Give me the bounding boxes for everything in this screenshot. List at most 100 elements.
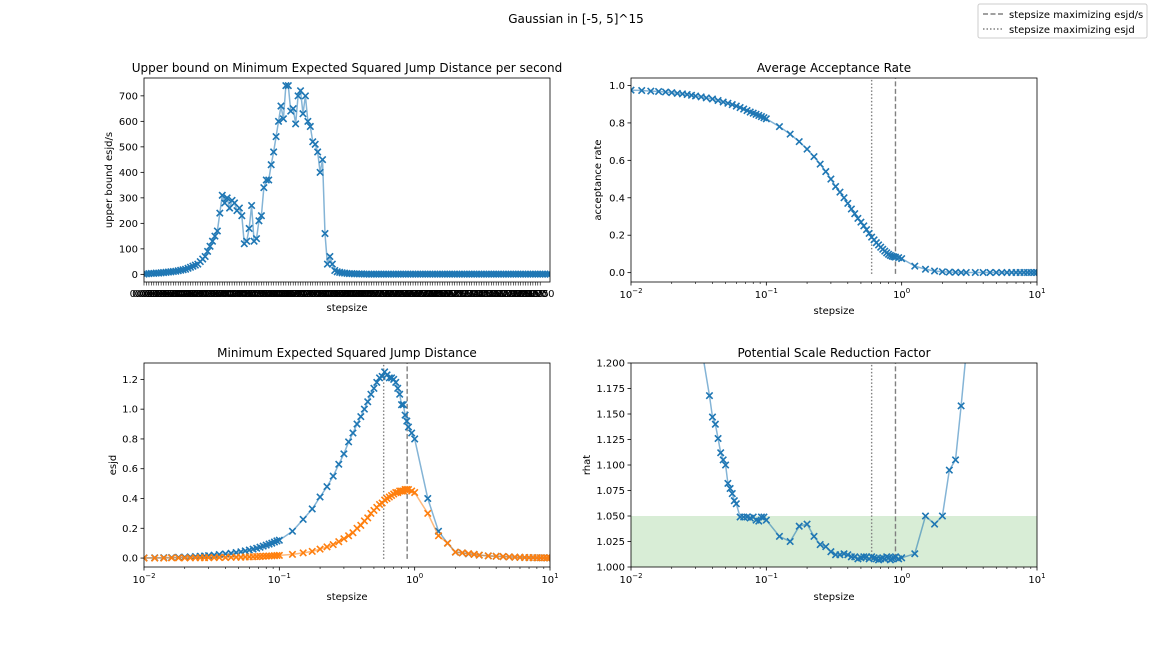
data-point — [318, 155, 327, 164]
x-tick-label: 0.072 — [281, 289, 310, 300]
x-tick-label: 0.084 — [311, 289, 340, 300]
data-point — [385, 374, 394, 382]
data-point — [393, 384, 402, 393]
x-tick-label: 101 — [1028, 287, 1045, 301]
data-point — [311, 140, 319, 149]
y-tick-label: 0.0 — [122, 554, 138, 565]
data-point — [708, 95, 717, 103]
x-tick-label: 7.00 — [500, 289, 522, 300]
x-tick-label: 0.975 — [435, 289, 464, 300]
x-tick-label: 9.50 — [524, 289, 546, 300]
data-point — [827, 547, 835, 556]
x-tick-label: 0.087 — [318, 289, 347, 300]
data-point — [831, 182, 840, 191]
plot-area — [631, 78, 1037, 277]
data-point — [992, 268, 1001, 277]
y-tick-label: 1.150 — [596, 410, 625, 421]
y-tick-label: 1.025 — [596, 537, 625, 548]
chart-title: Upper bound on Minimum Expected Squared … — [132, 61, 563, 75]
data-point — [267, 160, 275, 169]
x-tick-label: 0.033 — [186, 289, 215, 300]
x-tick-label: 0.080 — [301, 289, 330, 300]
data-point — [546, 270, 550, 278]
data-point — [238, 211, 246, 220]
data-point — [180, 554, 189, 562]
data-point — [403, 417, 411, 425]
y-tick-label: 100 — [119, 244, 138, 255]
x-tick-label: 0.036 — [193, 289, 222, 300]
x-tick-label: 3.75 — [468, 289, 490, 300]
legend-frame — [977, 3, 1148, 39]
x-tick-label: 0.125 — [352, 289, 381, 300]
data-point — [245, 224, 253, 233]
x-tick-label: 0.098 — [345, 289, 374, 300]
x-tick-label: 7.25 — [502, 289, 524, 300]
y-tick-label: 0.0 — [609, 268, 625, 279]
data-point — [349, 429, 357, 437]
x-tick-label: 0.475 — [386, 289, 415, 300]
x-tick-label: 1.25 — [443, 289, 465, 300]
x-tick-label: 0.750 — [413, 289, 442, 300]
x-tick-label: 0.675 — [406, 289, 435, 300]
y-tick-label: 500 — [119, 142, 138, 153]
data-point — [308, 505, 316, 513]
data-point — [637, 86, 646, 95]
x-axis-label: stepsize — [813, 306, 854, 317]
y-tick-label: 0.2 — [609, 231, 625, 242]
chart-title: Potential Scale Reduction Factor — [737, 346, 930, 360]
data-point — [951, 456, 960, 464]
data-point — [844, 550, 852, 559]
chart-acceptance-rate: Average Acceptance Rate 0.0 0.2 0.4 0.6 0.8 1… — [593, 61, 1046, 317]
data-point — [410, 435, 419, 443]
x-tick-label: 6.25 — [492, 289, 514, 300]
x-tick-label: 0.073 — [284, 289, 313, 300]
x-tick-label: 0.875 — [426, 289, 455, 300]
x-tick-label: 0.026 — [169, 289, 198, 300]
x-tick-label: 0.725 — [411, 289, 440, 300]
x-tick-label: 0.022 — [159, 289, 188, 300]
data-point — [647, 87, 655, 95]
x-tick-label: 101 — [541, 572, 558, 586]
x-tick-label: 0.064 — [262, 289, 291, 300]
x-tick-label: 0.071 — [279, 289, 308, 300]
data-point — [631, 86, 635, 94]
x-axis: 0.0100.0110.0120.0130.0140.0150.0160.017… — [130, 282, 555, 300]
data-point — [930, 267, 939, 275]
x-tick-label: 0.021 — [157, 289, 186, 300]
y-tick-label: 0.6 — [122, 464, 138, 475]
x-tick-label: 0.083 — [308, 289, 337, 300]
figure-legend: stepsize maximizing esjd/s stepsize maxi… — [977, 3, 1148, 39]
data-point — [810, 532, 818, 541]
x-tick-label: 0.010 — [130, 289, 159, 300]
plot-area — [144, 81, 550, 278]
x-tick-label: 9.75 — [527, 289, 549, 300]
data-point — [726, 484, 734, 493]
data-point — [458, 549, 467, 557]
data-point — [247, 201, 256, 210]
y-axis: 0 100 200 300 400 500 600 700 — [119, 91, 144, 281]
x-tick-label: 0.400 — [379, 289, 408, 300]
data-point — [840, 194, 848, 202]
data-point — [714, 96, 722, 105]
x-tick-label: 0.058 — [247, 289, 276, 300]
data-point — [282, 81, 290, 90]
data-point — [272, 132, 280, 141]
x-axis: 10−2 10−1 100 101 — [619, 567, 1046, 586]
data-point — [930, 520, 939, 528]
x-tick-label: 0.086 — [316, 289, 345, 300]
data-point — [313, 148, 322, 156]
x-tick-label: 0.063 — [259, 289, 288, 300]
data-point — [803, 145, 811, 153]
data-point — [299, 109, 307, 118]
data-point — [986, 268, 994, 277]
data-point — [775, 532, 784, 541]
y-tick-label: 200 — [119, 219, 138, 230]
x-tick-label: 0.056 — [242, 289, 271, 300]
x-tick-label: 0.029 — [176, 289, 205, 300]
x-tick-label: 0.775 — [416, 289, 445, 300]
x-axis: 10−2 10−1 100 101 — [132, 567, 559, 586]
x-tick-label: 0.030 — [179, 289, 208, 300]
x-axis: 10−2 10−1 100 101 — [619, 282, 1046, 301]
data-point — [816, 160, 824, 168]
data-point — [299, 549, 307, 557]
